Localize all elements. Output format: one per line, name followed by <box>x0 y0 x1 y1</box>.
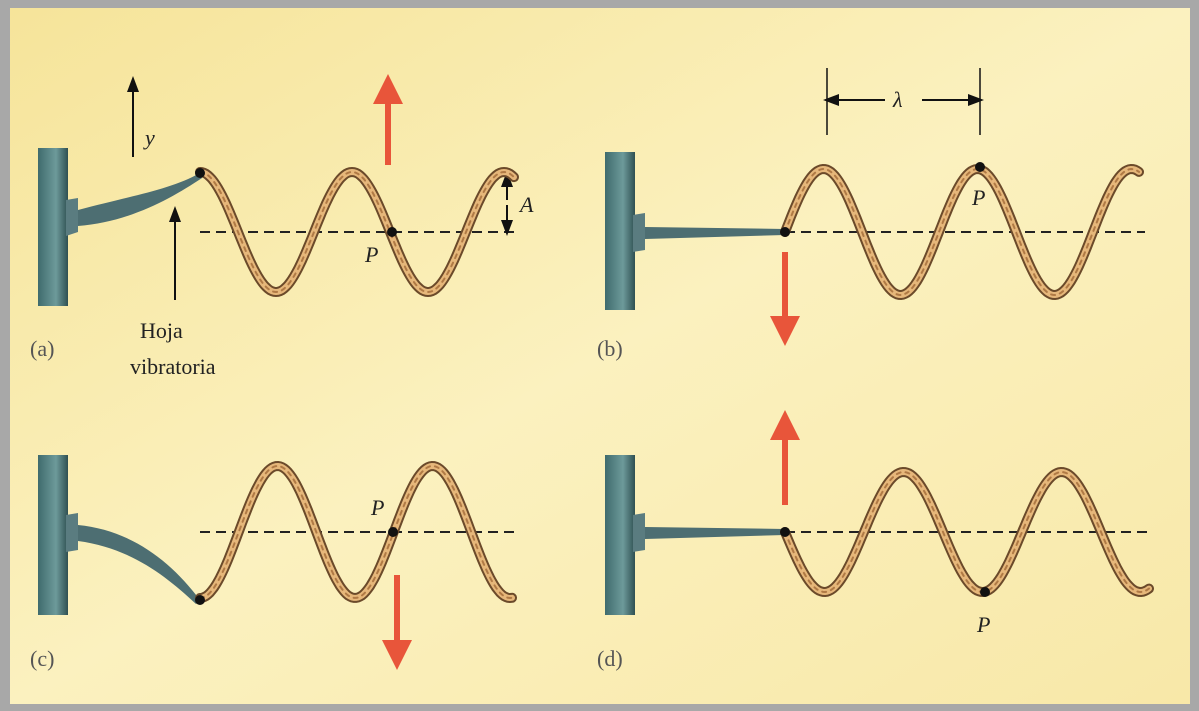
blade <box>78 525 200 604</box>
point <box>780 527 790 537</box>
point-label: P <box>370 495 384 520</box>
wavelength-label: λ <box>892 87 903 112</box>
rope <box>784 167 1140 297</box>
blade <box>78 173 202 226</box>
point <box>387 227 397 237</box>
blade-mount <box>66 513 78 552</box>
point <box>780 227 790 237</box>
ropes <box>195 163 1154 604</box>
wall <box>605 455 635 615</box>
blade-mount <box>66 198 78 236</box>
point-label: P <box>364 242 378 267</box>
wall <box>38 455 68 615</box>
point-label: P <box>976 612 990 637</box>
point <box>975 162 985 172</box>
point <box>980 587 990 597</box>
diagram: y A P Hoja vibratoria (a) λ P (b) P (c) … <box>30 68 1154 671</box>
panel-label: (b) <box>597 336 623 361</box>
wall <box>605 152 635 310</box>
panel-label: (c) <box>30 646 54 671</box>
blade <box>645 227 785 239</box>
amplitude-label: A <box>518 192 534 217</box>
blade <box>645 527 785 539</box>
points <box>195 162 990 605</box>
rope <box>199 170 515 294</box>
point <box>388 527 398 537</box>
rope <box>199 464 513 600</box>
panel-label: (a) <box>30 336 54 361</box>
point <box>195 168 205 178</box>
blade-label: vibratoria <box>130 354 216 379</box>
blade-mount <box>633 213 645 252</box>
point <box>195 595 205 605</box>
velocity-arrows <box>373 74 800 670</box>
wall <box>38 148 68 306</box>
point-label: P <box>971 185 985 210</box>
blade-label: Hoja <box>140 318 183 343</box>
axis-label: y <box>143 125 155 150</box>
panel-label: (d) <box>597 646 623 671</box>
blade-mount <box>633 513 645 552</box>
rope <box>784 470 1150 594</box>
